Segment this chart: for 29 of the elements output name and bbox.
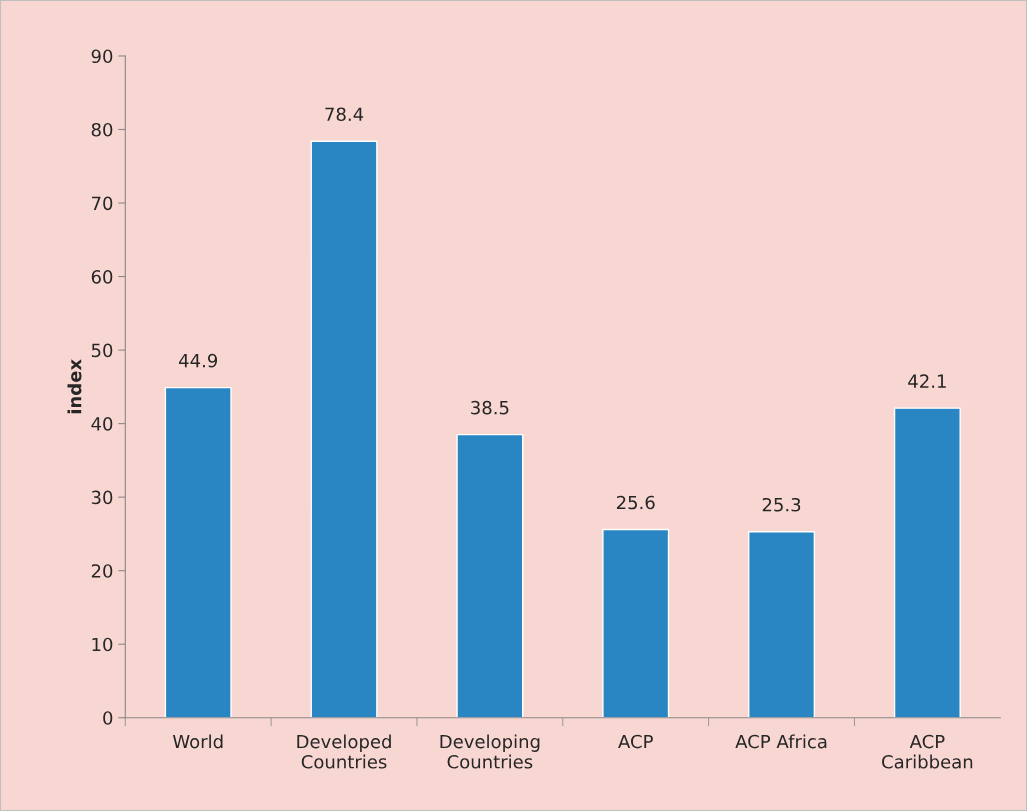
x-tick-label: ACP Caribbean — [882, 734, 973, 769]
data-label: 38.5 — [471, 400, 509, 415]
y-tick-label: 80 — [91, 122, 113, 137]
x-tick-label: ACP — [618, 734, 653, 749]
x-tick-label: Developing Countries — [440, 734, 540, 769]
y-tick-label: 0 — [103, 711, 113, 725]
y-axis-title: index — [67, 359, 82, 414]
y-tick-label: 60 — [91, 270, 113, 284]
data-label: 42.1 — [908, 374, 946, 388]
data-label: 25.3 — [762, 497, 801, 512]
x-tick-label: World — [172, 734, 223, 749]
x-tick-label: ACP Africa — [735, 734, 827, 749]
bar — [602, 528, 670, 718]
y-tick-label: 50 — [91, 343, 113, 358]
y-tick-label: 10 — [92, 637, 113, 652]
bar — [748, 531, 816, 718]
y-tick-label: 40 — [91, 417, 113, 431]
y-tick-label: 70 — [91, 196, 113, 211]
x-tick-label: Developed Countries — [297, 734, 391, 769]
bar — [310, 140, 378, 718]
y-tick-label: 90 — [91, 49, 113, 64]
data-label: 44.9 — [178, 353, 218, 368]
bar — [456, 433, 524, 718]
bar — [893, 407, 961, 718]
data-label: 78.4 — [325, 107, 364, 122]
data-label: 25.6 — [616, 495, 655, 510]
y-tick-label: 20 — [91, 564, 113, 578]
y-tick-label: 30 — [91, 490, 113, 505]
bar — [164, 386, 232, 718]
